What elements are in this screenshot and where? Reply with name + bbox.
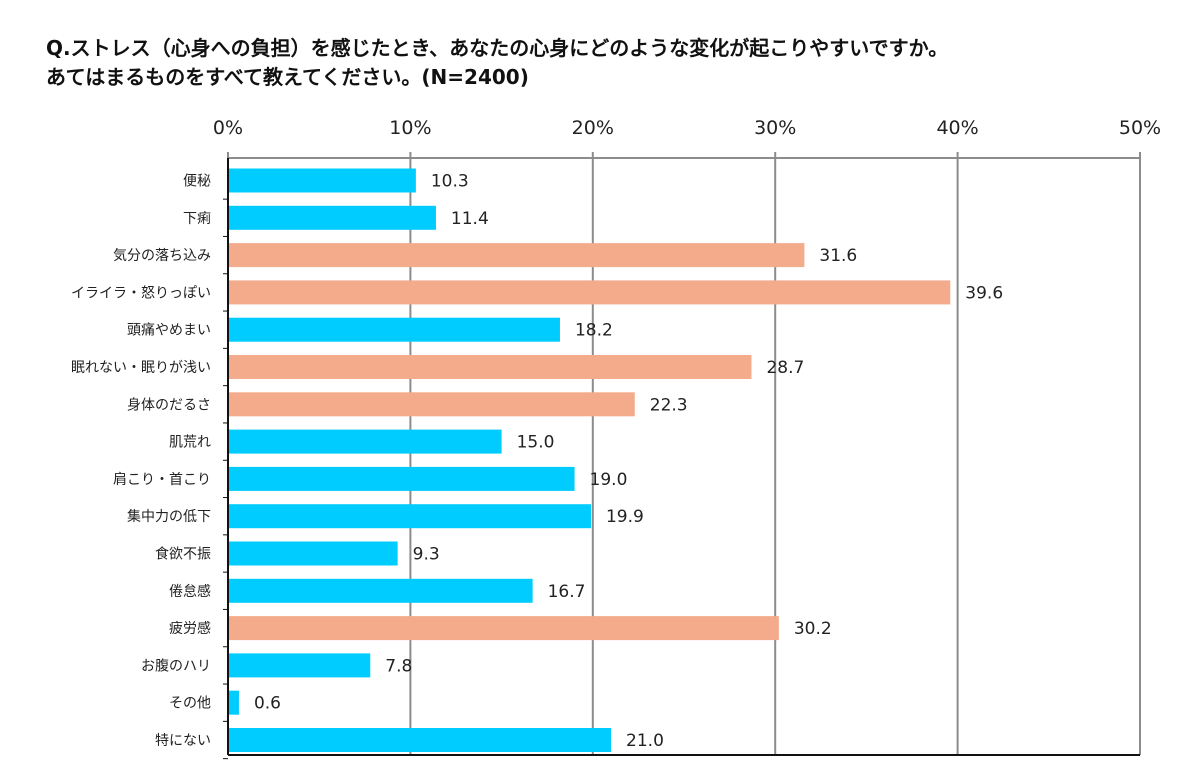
bar bbox=[228, 728, 612, 752]
category-label: イライラ・怒りっぽい bbox=[71, 285, 211, 301]
data-label: 7.8 bbox=[385, 656, 412, 676]
data-label: 19.0 bbox=[590, 470, 628, 490]
x-tick-label: 20% bbox=[572, 117, 614, 139]
data-label: 9.3 bbox=[413, 545, 440, 565]
x-tick-label: 10% bbox=[389, 117, 431, 139]
category-label: 特にない bbox=[155, 733, 211, 749]
data-label: 16.7 bbox=[548, 582, 586, 602]
category-label: 下痢 bbox=[183, 211, 211, 227]
bar bbox=[228, 541, 398, 566]
data-label: 11.4 bbox=[451, 209, 489, 229]
x-tick-label: 40% bbox=[936, 117, 978, 139]
data-label: 18.2 bbox=[575, 321, 613, 341]
x-tick-label: 0% bbox=[213, 117, 243, 139]
chart-title: Q.ストレス（心身への負担）を感じたとき、あなたの心身にどのような変化が起こりや… bbox=[46, 34, 1186, 92]
bar bbox=[228, 392, 635, 417]
data-label: 28.7 bbox=[766, 358, 804, 378]
data-label: 0.6 bbox=[254, 694, 281, 714]
data-label: 30.2 bbox=[794, 619, 832, 639]
data-label: 21.0 bbox=[626, 731, 664, 751]
bar bbox=[228, 243, 805, 268]
category-label: 便秘 bbox=[183, 174, 211, 190]
category-label: お腹のハリ bbox=[141, 657, 211, 674]
category-label: 倦怠感 bbox=[169, 583, 211, 600]
bar bbox=[228, 466, 575, 491]
category-label: 肩こり・首こり bbox=[113, 472, 211, 488]
bar bbox=[228, 504, 591, 529]
bar bbox=[228, 690, 239, 715]
x-tick-label: 30% bbox=[754, 117, 796, 139]
title-line-2: あてはまるものをすべて教えてください。(N=2400) bbox=[46, 65, 529, 89]
data-label: 10.3 bbox=[431, 172, 469, 192]
bar bbox=[228, 578, 533, 603]
category-label: 食欲不振 bbox=[155, 546, 211, 563]
category-label: その他 bbox=[169, 696, 211, 712]
category-label: 肌荒れ bbox=[169, 435, 211, 451]
bar bbox=[228, 205, 436, 230]
label-layer: 0% 10% 20% 30% 40% 50% 便秘 10.3 下痢 11.4 気分の落ち込み 31.6… bbox=[71, 117, 1161, 751]
data-label: 39.6 bbox=[965, 283, 1003, 303]
x-tick-label: 50% bbox=[1119, 117, 1161, 139]
bar bbox=[228, 429, 502, 454]
category-label: 眠れない・眠りが浅い bbox=[71, 360, 211, 376]
category-label: 疲労感 bbox=[169, 620, 211, 637]
axis-layer bbox=[223, 152, 1141, 760]
category-label: 気分の落ち込み bbox=[113, 248, 211, 264]
bar bbox=[228, 317, 560, 342]
data-label: 15.0 bbox=[517, 433, 555, 453]
title-line-1: Q.ストレス（心身への負担）を感じたとき、あなたの心身にどのような変化が起こりや… bbox=[46, 36, 949, 60]
bar bbox=[228, 616, 779, 641]
category-label: 頭痛やめまい bbox=[127, 322, 211, 339]
data-label: 31.6 bbox=[819, 246, 857, 266]
bar bbox=[228, 355, 752, 379]
category-label: 身体のだるさ bbox=[127, 397, 211, 413]
data-label: 22.3 bbox=[650, 395, 688, 415]
bar bbox=[228, 653, 371, 678]
bar bbox=[228, 168, 416, 193]
bar-layer bbox=[228, 168, 951, 752]
category-label: 集中力の低下 bbox=[127, 508, 211, 525]
bar bbox=[228, 280, 951, 305]
data-label: 19.9 bbox=[606, 507, 644, 527]
